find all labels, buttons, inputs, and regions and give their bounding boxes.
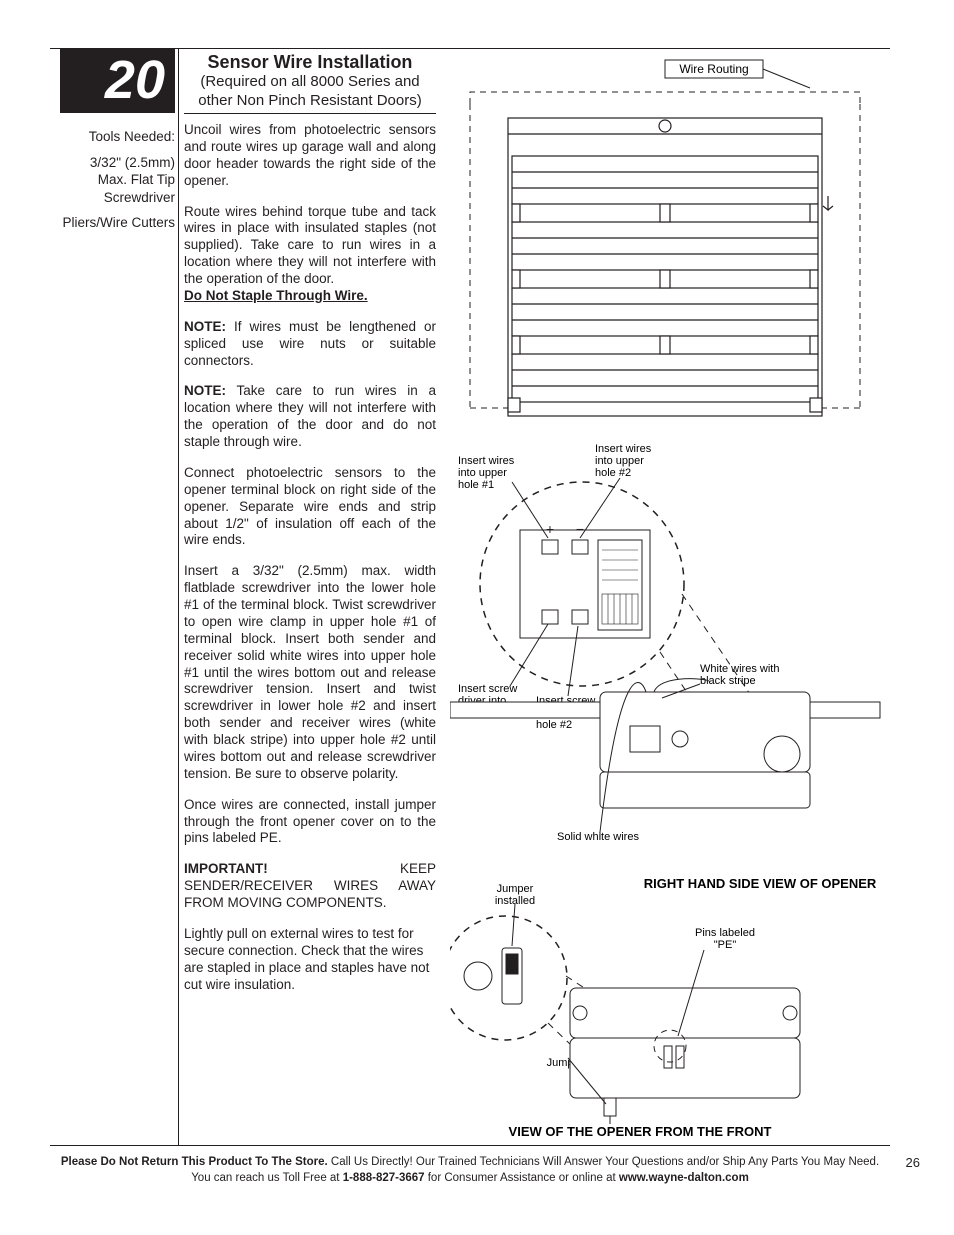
svg-text:Pins labeled"PE": Pins labeled"PE" (695, 927, 755, 951)
tools-heading: Tools Needed: (60, 128, 175, 146)
para-7: Once wires are connected, install jumper… (184, 797, 436, 848)
svg-text:Insert wiresinto upperhole #2: Insert wiresinto upperhole #2 (595, 443, 652, 479)
svg-text:Insert wiresinto upperhole #1: Insert wiresinto upperhole #1 (458, 455, 515, 491)
tools-line-1: 3/32" (2.5mm) Max. Flat Tip Screwdriver (60, 154, 175, 207)
tools-line-2: Pliers/Wire Cutters (60, 214, 175, 232)
para-2: Route wires behind torque tube and tack … (184, 204, 436, 305)
wire-routing-label: Wire Routing (679, 62, 748, 76)
diagram-column: Wire Routing (450, 56, 888, 1138)
step-number-box: 20 (60, 48, 175, 113)
svg-text:+: + (546, 521, 554, 537)
footer-bold-1: Please Do Not Return This Product To The… (61, 1156, 328, 1168)
para-4: NOTE: Take care to run wires in a locati… (184, 383, 436, 451)
wire-routing-diagram: Wire Routing (470, 60, 860, 416)
right-view-caption: RIGHT HAND SIDE VIEW OF OPENER (644, 876, 877, 891)
svg-text:Solid white wires: Solid white wires (557, 831, 639, 843)
svg-text:Jumperinstalled: Jumperinstalled (495, 883, 535, 907)
instruction-body: Uncoil wires from photoelectric sensors … (184, 122, 436, 1007)
section-title: Sensor Wire Installation (184, 52, 436, 73)
section-subtitle: (Required on all 8000 Series and other N… (184, 73, 436, 111)
jumper-diagram: Jumperinstalled Pins labeled"PE" Jumper (450, 883, 800, 1138)
para-9: Lightly pull on external wires to test f… (184, 926, 436, 994)
column-divider (178, 48, 179, 1146)
para-5: Connect photoelectric sensors to the ope… (184, 465, 436, 549)
title-block: Sensor Wire Installation (Required on al… (184, 52, 436, 114)
front-view-caption: VIEW OF THE OPENER FROM THE FRONT (509, 1124, 772, 1138)
para-3: NOTE: If wires must be lengthened or spl… (184, 319, 436, 370)
page-footer: Please Do Not Return This Product To The… (50, 1155, 890, 1186)
tools-needed: Tools Needed: 3/32" (2.5mm) Max. Flat Ti… (60, 128, 175, 240)
svg-text:White wires withblack stripe: White wires withblack stripe (700, 663, 779, 687)
terminal-block-diagram: Insert wiresinto upperhole #1 Insert wir… (450, 443, 880, 843)
page-number: 26 (906, 1155, 920, 1170)
para-8: IMPORTANT! KEEP SENDER/RECEIVER WIRES AW… (184, 861, 436, 912)
do-not-staple: Do Not Staple Through Wire. (184, 288, 368, 303)
para-1: Uncoil wires from photoelectric sensors … (184, 122, 436, 190)
para-6: Insert a 3/32" (2.5mm) max. width flatbl… (184, 563, 436, 782)
